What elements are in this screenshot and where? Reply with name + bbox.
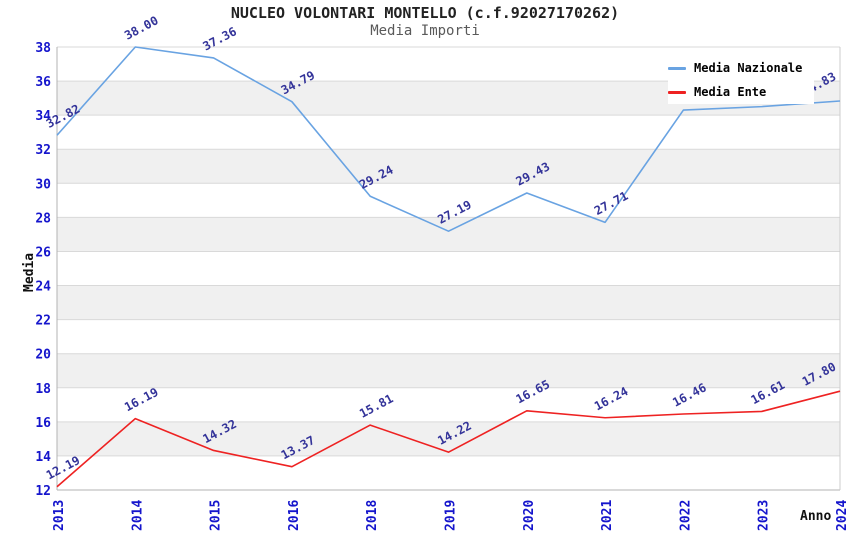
grid-band: [57, 149, 840, 184]
chart-title: NUCLEO VOLONTARI MONTELLO (c.f.920271702…: [230, 4, 620, 22]
legend-label-media-nazionale: Media Nazionale: [694, 61, 803, 75]
legend-item-media-ente: Media Ente: [668, 82, 814, 102]
grid-band: [57, 183, 840, 218]
legend-label-media-ente: Media Ente: [694, 85, 767, 99]
grid-band: [57, 285, 840, 320]
x-tick-label: 2019: [444, 500, 459, 531]
y-tick-label: 12: [35, 484, 51, 499]
grid-band: [57, 353, 840, 388]
y-tick-label: 32: [35, 143, 51, 158]
y-axis-title: Media: [22, 252, 37, 292]
x-tick-label: 2021: [600, 500, 615, 531]
grid-band: [57, 387, 840, 422]
legend-item-media-nazionale: Media Nazionale: [668, 58, 814, 78]
grid-band: [57, 251, 840, 286]
x-tick-label: 2023: [757, 500, 772, 531]
x-tick-label: 2022: [678, 500, 693, 531]
y-tick-label: 38: [35, 41, 51, 56]
x-tick-label: 2020: [522, 500, 537, 531]
point-label: 38.00: [122, 13, 160, 42]
y-tick-label: 14: [35, 450, 51, 465]
legend: Media Nazionale Media Ente: [668, 56, 814, 104]
legend-line-marker-red: [668, 90, 686, 94]
series-line-media-ente: [56, 390, 841, 488]
y-tick-label: 18: [35, 382, 51, 397]
grid-band: [57, 217, 840, 252]
x-tick-label: 2015: [209, 500, 224, 531]
grid-band: [57, 455, 840, 490]
x-tick-label: 2018: [365, 500, 380, 531]
grid-band: [57, 319, 840, 354]
x-tick-label: 2013: [52, 500, 67, 531]
y-tick-label: 22: [35, 314, 51, 329]
x-tick-label: 2016: [287, 500, 302, 531]
series-line-media-nazionale: [56, 46, 841, 232]
y-tick-label: 30: [35, 177, 51, 192]
x-axis-title: Anno: [800, 509, 832, 524]
legend-line-marker-blue: [668, 66, 686, 70]
chart-subtitle: Media Importi: [370, 23, 480, 39]
x-tick-label: 2024: [835, 500, 850, 531]
y-tick-label: 20: [35, 348, 51, 363]
y-tick-label: 34: [35, 109, 51, 124]
y-tick-label: 16: [35, 416, 51, 431]
y-tick-label: 28: [35, 211, 51, 226]
x-tick-label: 2014: [130, 500, 145, 531]
y-tick-label: 24: [35, 280, 51, 295]
grid-band: [57, 421, 840, 456]
y-tick-label: 36: [35, 75, 51, 90]
grid-band: [57, 115, 840, 150]
y-tick-label: 26: [35, 245, 51, 260]
